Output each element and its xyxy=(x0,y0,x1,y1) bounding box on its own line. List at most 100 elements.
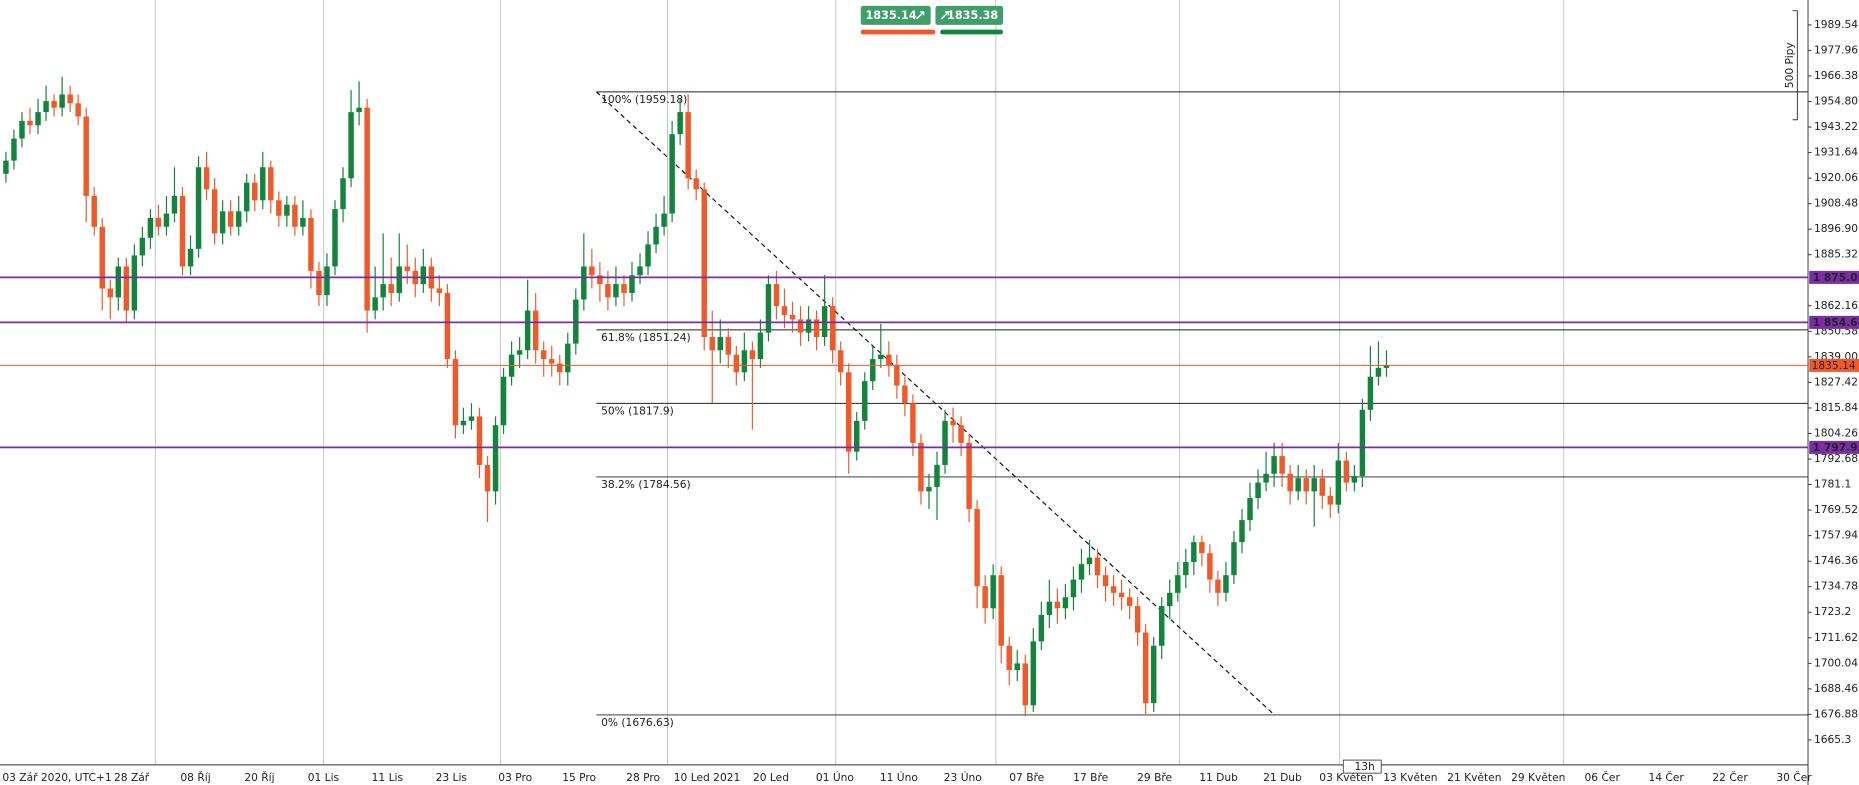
candle-body xyxy=(203,167,210,190)
y-tick-label: 1931.64 xyxy=(1814,146,1858,159)
level-label: 1 797.95 xyxy=(1813,441,1859,454)
level-label: 1 854.64 xyxy=(1813,316,1859,329)
level-label-box xyxy=(1809,440,1859,454)
candle-body xyxy=(348,112,354,179)
candle-body xyxy=(1343,460,1350,483)
candle-body xyxy=(195,167,202,249)
y-tick-label: 1734.78 xyxy=(1814,580,1858,593)
candle-body xyxy=(1118,592,1125,598)
candle-body xyxy=(67,94,73,104)
candle-body xyxy=(59,94,65,108)
x-tick-label: 03 Zář 2020, UTC+1 xyxy=(2,771,111,784)
candle-body xyxy=(1142,632,1149,704)
candle-body xyxy=(621,284,627,293)
candle-body xyxy=(524,310,531,351)
candle-body xyxy=(492,425,499,492)
candle-body xyxy=(950,420,956,426)
candle-body xyxy=(115,266,122,298)
button-bar xyxy=(860,29,936,35)
candle-body xyxy=(284,204,290,216)
x-tick-label: 28 Zář xyxy=(114,771,150,784)
y-tick-label: 1966.38 xyxy=(1814,69,1858,82)
candle-body xyxy=(163,213,170,227)
candle-body xyxy=(829,306,836,351)
candle-body xyxy=(19,120,25,139)
candle-body xyxy=(35,112,41,126)
candle-body xyxy=(637,266,643,276)
button-bg xyxy=(860,5,931,25)
y-tick-label: 1827.42 xyxy=(1814,375,1858,388)
candle-body xyxy=(171,195,178,214)
candle-body xyxy=(484,464,491,492)
candle-body xyxy=(1351,475,1358,483)
pip-label: 500 Pipy xyxy=(1783,42,1796,88)
candle-body xyxy=(1110,586,1117,593)
candle-body xyxy=(1279,456,1285,474)
x-tick-label: 20 Led xyxy=(753,771,789,784)
candle-body xyxy=(1191,542,1197,562)
candle-body xyxy=(1303,478,1309,492)
x-tick-label: 29 Květen xyxy=(1511,771,1565,784)
candle-body xyxy=(581,266,587,300)
candle-body xyxy=(1199,542,1205,554)
y-tick-label: 1746.36 xyxy=(1814,554,1858,567)
candle-body xyxy=(404,266,410,271)
candle-body xyxy=(701,189,707,338)
x-tick-label: 03 Pro xyxy=(498,771,532,784)
arrow-icon xyxy=(915,11,925,20)
arrow-icon xyxy=(940,11,950,20)
candle-body xyxy=(613,284,619,298)
x-tick-label: 23 Úno xyxy=(944,771,982,784)
fib-label: 38.2% (1784.56) xyxy=(601,478,691,491)
candle-body xyxy=(1014,663,1020,671)
candle-body xyxy=(629,275,635,293)
button-price: 1835.38 xyxy=(947,9,998,22)
candle-body xyxy=(717,337,724,351)
candle-body xyxy=(1062,597,1069,609)
candle-body xyxy=(243,182,250,212)
x-tick-label: 13 Květen xyxy=(1383,771,1437,784)
y-tick-label: 1908.48 xyxy=(1814,197,1858,210)
y-tick-label: 1943.22 xyxy=(1814,120,1858,133)
candle-body xyxy=(540,350,547,360)
candle-body xyxy=(589,266,595,276)
candle-body xyxy=(292,204,298,227)
candle-body xyxy=(1175,575,1181,593)
x-tick-label: 01 Lis xyxy=(308,771,340,784)
candle-body xyxy=(179,195,186,267)
candle-body xyxy=(918,442,924,492)
y-tick-label: 1676.88 xyxy=(1814,707,1858,720)
candle-body xyxy=(219,211,226,234)
candle-body xyxy=(1167,592,1173,607)
candle-body xyxy=(235,211,242,227)
candle-body xyxy=(1070,579,1077,598)
y-tick-label: 1665.3 xyxy=(1814,733,1851,746)
candle-body xyxy=(1215,579,1221,593)
candle-body xyxy=(460,420,467,426)
trade-button[interactable]: 1835.14 xyxy=(860,5,936,35)
x-tick-label: 17 Bře xyxy=(1073,771,1108,784)
x-tick-label: 14 Čer xyxy=(1648,771,1684,784)
candle-body xyxy=(227,211,234,227)
candle-body xyxy=(420,266,427,285)
candle-body xyxy=(388,284,394,293)
candle-body xyxy=(661,213,667,227)
candle-body xyxy=(1287,473,1293,492)
candle-body xyxy=(516,350,523,355)
candle-body xyxy=(862,381,868,421)
candle-body xyxy=(1335,460,1342,505)
y-tick-label: 1723.2 xyxy=(1814,605,1851,618)
candle-body xyxy=(91,195,97,227)
candle-body xyxy=(990,575,996,609)
candle-body xyxy=(1263,473,1269,483)
vertical-grid xyxy=(154,0,1565,765)
y-tick-label: 1781.1 xyxy=(1814,478,1851,491)
candle-body xyxy=(733,354,740,373)
candle-body xyxy=(1183,561,1189,576)
candle-body xyxy=(1159,606,1165,646)
candle-body xyxy=(436,288,443,293)
trade-button[interactable]: 1835.38 xyxy=(935,5,1004,35)
candle-body xyxy=(300,217,306,227)
timeframe-label: 13h xyxy=(1354,760,1374,773)
candle-body xyxy=(1150,645,1157,704)
